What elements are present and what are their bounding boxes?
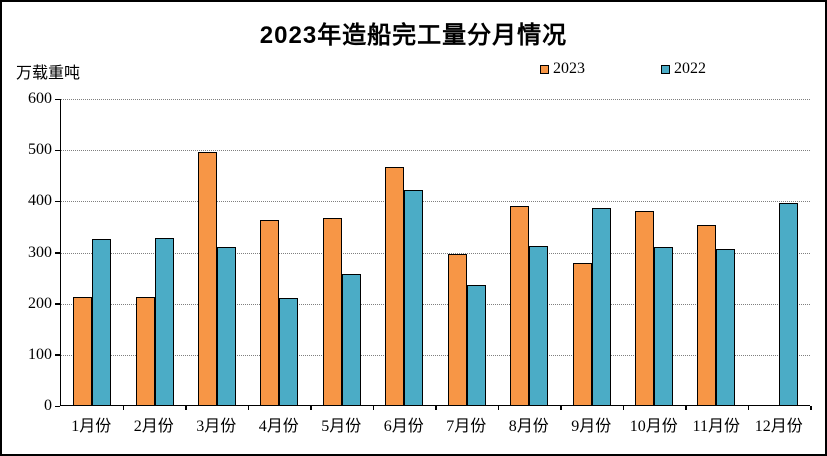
bar-2023-11月份 — [697, 224, 717, 405]
x-label-4月份: 4月份 — [258, 418, 299, 435]
x-label-5月份: 5月份 — [321, 418, 362, 435]
x-tick-mark-4 — [310, 406, 312, 410]
bar-group-4月份 — [248, 99, 310, 405]
y-tick-label-300: 300 — [28, 243, 52, 261]
x-tick-mark-6 — [435, 406, 437, 410]
legend-label-2022: 2022 — [674, 60, 706, 77]
x-axis-labels: 1月份 2月份 3月份 4月份 5月份 6月份 7月份 8月份 9月份 10月份 11月份 12月份 — [60, 412, 810, 436]
bar-2022-8月份 — [529, 246, 549, 405]
bar-2023-3月份 — [198, 152, 218, 405]
gridline-300 — [61, 252, 810, 254]
x-tick-mark-10 — [685, 406, 687, 410]
legend-swatch-2022 — [661, 64, 670, 74]
bar-group-3月份 — [186, 99, 248, 405]
bar-2022-1月份 — [92, 238, 112, 405]
x-label-8月份: 8月份 — [508, 418, 549, 435]
y-tick-label-200: 200 — [28, 294, 52, 312]
gridline-500 — [61, 150, 810, 152]
bar-group-7月份 — [436, 99, 498, 405]
bar-2022-6月份 — [404, 189, 424, 405]
bar-2023-7月份 — [447, 253, 467, 405]
bar-2022-12月份 — [778, 202, 798, 405]
y-tick-label-100: 100 — [28, 345, 52, 363]
bar-2022-5月份 — [341, 273, 361, 405]
x-tick-mark-1 — [122, 406, 124, 410]
x-label-6月份: 6月份 — [383, 418, 424, 435]
y-tick-label-500: 500 — [28, 141, 52, 159]
bar-2022-4月份 — [279, 297, 299, 405]
x-label-9月份: 9月份 — [571, 418, 612, 435]
bar-2022-3月份 — [217, 247, 237, 405]
x-tick-mark-7 — [497, 406, 499, 410]
y-axis-unit-label: 万载重吨 — [16, 65, 81, 82]
gridline-400 — [61, 201, 810, 203]
y-tick-mark-500 — [54, 149, 60, 152]
bar-group-2月份 — [123, 99, 185, 405]
x-tick-mark-5 — [372, 406, 374, 410]
bar-2023-8月份 — [510, 206, 530, 405]
x-tick-mark-12 — [810, 406, 812, 410]
bar-2023-6月份 — [385, 166, 405, 405]
x-label-2月份: 2月份 — [133, 418, 174, 435]
bar-2023-1月份 — [73, 297, 93, 405]
x-label-12月份: 12月份 — [754, 418, 803, 435]
y-tick-mark-400 — [54, 200, 60, 203]
bar-2023-2月份 — [135, 297, 155, 405]
bar-2022-10月份 — [654, 247, 673, 405]
gridline-200 — [61, 303, 810, 305]
plot-area — [54, 98, 812, 410]
y-tick-mark-100 — [54, 354, 60, 356]
x-label-7月份: 7月份 — [446, 418, 487, 435]
x-tick-mark-2 — [185, 406, 187, 410]
bar-2022-9月份 — [591, 208, 611, 405]
bar-group-5月份 — [311, 99, 373, 405]
bar-group-1月份 — [61, 99, 123, 405]
bar-2023-9月份 — [572, 263, 592, 405]
y-tick-label-400: 400 — [28, 192, 52, 210]
gridline-600 — [61, 99, 810, 100]
legend-swatch-2023 — [540, 64, 549, 74]
bar-2022-7月份 — [466, 284, 486, 405]
legend-label-2023: 2023 — [553, 60, 585, 77]
bar-2023-4月份 — [260, 219, 280, 405]
bar-group-9月份 — [560, 99, 622, 405]
x-tick-mark-8 — [560, 406, 562, 410]
bar-groups — [61, 99, 810, 405]
y-tick-mark-200 — [54, 303, 60, 305]
y-tick-mark-0 — [54, 405, 60, 407]
x-label-11月份: 11月份 — [692, 418, 740, 435]
x-tick-mark-11 — [747, 406, 749, 410]
bar-2023-10月份 — [635, 210, 654, 405]
x-label-1月份: 1月份 — [71, 418, 112, 435]
y-tick-label-600: 600 — [28, 90, 52, 107]
x-tick-mark-3 — [247, 406, 249, 410]
bar-2022-11月份 — [716, 248, 736, 405]
bar-2023-5月份 — [322, 217, 342, 405]
gridline-100 — [61, 354, 810, 356]
chart-title: 2023年造船完工量分月情况 — [259, 22, 568, 49]
bar-group-12月份 — [748, 99, 810, 405]
bar-group-10月份 — [623, 99, 685, 405]
x-tick-mark-9 — [622, 406, 624, 410]
x-label-10月份: 10月份 — [629, 418, 678, 435]
legend: 2023 2022 — [540, 60, 706, 78]
y-tick-mark-600 — [54, 98, 60, 100]
x-label-3月份: 3月份 — [196, 418, 237, 435]
bar-group-8月份 — [498, 99, 560, 405]
bar-2022-2月份 — [154, 237, 174, 405]
bar-group-11月份 — [685, 99, 747, 405]
y-tick-mark-300 — [54, 252, 60, 254]
y-tick-label-0: 0 — [44, 397, 52, 414]
bar-group-6月份 — [373, 99, 435, 405]
